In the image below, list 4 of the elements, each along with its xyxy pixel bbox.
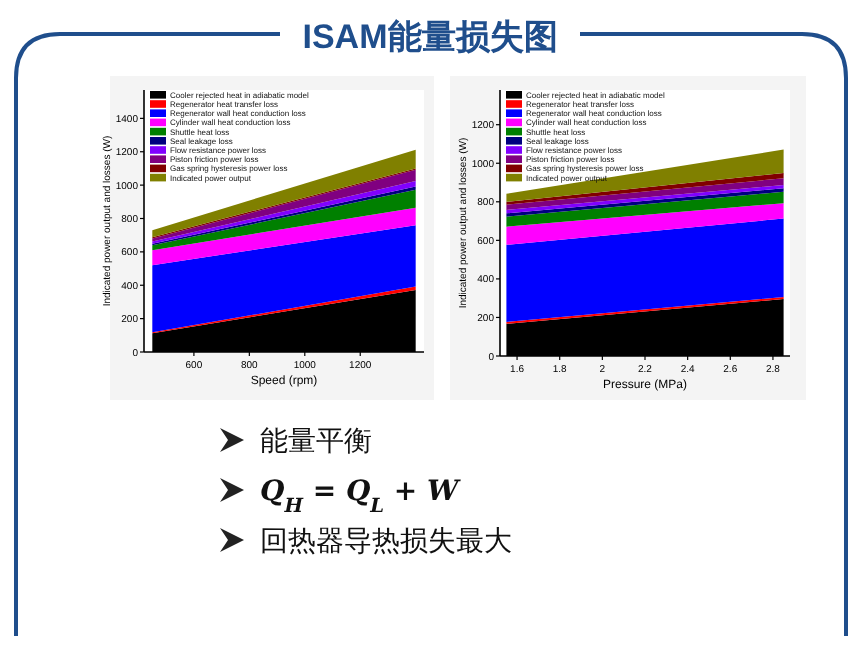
text: 能量平衡 — [260, 424, 372, 456]
text: Q$_{H}$ = Q$_{L}$ + W — [260, 476, 462, 517]
text: 回热器导热损失最大 — [260, 524, 512, 556]
text: ISAM能量损失图 — [302, 18, 558, 56]
